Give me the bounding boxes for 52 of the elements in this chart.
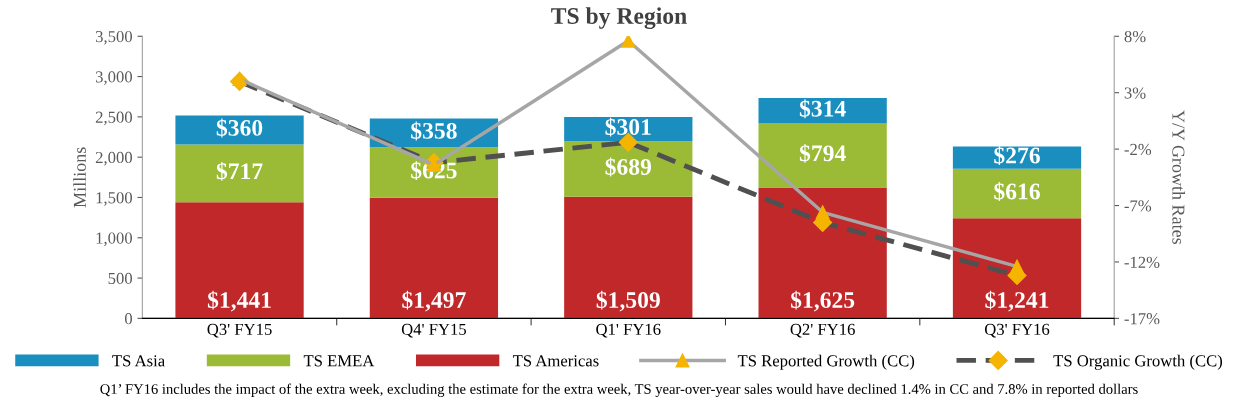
y-tick-label: 1,500 xyxy=(96,192,133,206)
x-tick-label: Q3' FY15 xyxy=(207,323,272,338)
y2-tick-label: -7% xyxy=(1124,200,1152,212)
data-label: $1,497 xyxy=(402,290,466,312)
bar xyxy=(369,197,499,319)
x-tick-label: Q3' FY16 xyxy=(984,323,1050,338)
y2-tick-label: 8% xyxy=(1124,30,1146,43)
data-label: $360 xyxy=(216,118,263,138)
legend-label: TS Organic Growth (CC) xyxy=(1053,354,1223,370)
y2-tick-label: -12% xyxy=(1124,256,1160,268)
y2-tick-label: -2% xyxy=(1124,143,1152,156)
y-tick-label: 500 xyxy=(108,272,133,285)
y-tick-label: 0 xyxy=(124,313,133,325)
y-tick-label: 2,500 xyxy=(95,111,133,126)
data-label: $1,441 xyxy=(207,290,271,312)
text: Q1’ FY16 includes the impact of the extra week, excluding the estimate for the extra week, TS year-over-year sales would have declined 1.4% in CC and 7.8% in reported dollars xyxy=(100,383,1138,397)
y2-tick-label: -17% xyxy=(1124,313,1160,325)
data-label: $794 xyxy=(799,143,846,163)
data-label: $616 xyxy=(994,182,1040,201)
chart-title: TS by Region xyxy=(551,7,687,29)
data-label: $717 xyxy=(216,161,263,181)
data-label: $276 xyxy=(994,146,1040,166)
y-tick-label: 1,000 xyxy=(96,232,133,247)
x-tick-label: Q4' FY15 xyxy=(401,323,467,338)
y-tick-label: 3,500 xyxy=(95,30,133,45)
legend-label: TS EMEA xyxy=(303,355,375,367)
data-label: $314 xyxy=(799,99,846,119)
data-label: $358 xyxy=(411,121,457,141)
legend-label: TS Asia xyxy=(112,355,165,367)
bar xyxy=(564,196,693,319)
data-label: $1,625 xyxy=(791,290,855,312)
data-label: $301 xyxy=(605,117,651,137)
data-label: $1,509 xyxy=(596,290,660,312)
bar xyxy=(175,144,304,203)
y2-tick-label: 3% xyxy=(1124,87,1146,99)
bar xyxy=(952,168,1082,219)
bar xyxy=(952,218,1082,319)
x-tick-label: Q2' FY16 xyxy=(790,323,855,338)
bar xyxy=(175,115,304,145)
x-tick-label: Q1' FY16 xyxy=(596,323,661,338)
y2-axis-title: Y/Y Growth Rates xyxy=(1172,110,1186,245)
bar xyxy=(758,123,887,188)
bar xyxy=(952,146,1082,169)
legend-label: TS Americas xyxy=(512,355,599,367)
y-tick-label: 3,000 xyxy=(95,71,133,85)
data-label: $689 xyxy=(605,157,652,177)
bar xyxy=(175,202,304,319)
data-label: $1,241 xyxy=(985,290,1049,312)
y-tick-label: 2,000 xyxy=(95,151,133,166)
legend-label: TS Reported Growth (CC) xyxy=(737,354,915,370)
y-axis-title: Millions xyxy=(73,147,86,208)
bar xyxy=(758,187,887,319)
